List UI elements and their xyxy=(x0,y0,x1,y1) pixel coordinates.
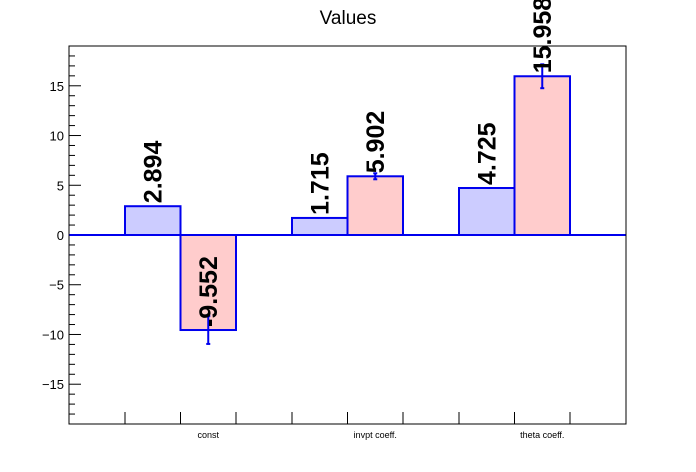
x-category-label: const xyxy=(197,430,219,440)
bar-2-2 xyxy=(346,175,404,237)
x-category-label: theta coeff. xyxy=(520,430,564,440)
bar-1-1 xyxy=(124,205,182,236)
data-label: 5.902 xyxy=(362,111,390,174)
y-tick-label: −15 xyxy=(42,377,64,392)
bar-1-2 xyxy=(291,216,349,236)
bar-1-3 xyxy=(458,186,516,237)
bar-2-3 xyxy=(513,75,571,237)
data-label: -9.552 xyxy=(195,256,223,327)
plot-frame xyxy=(68,45,627,425)
bar-2-1 xyxy=(179,234,237,332)
data-label: 1.715 xyxy=(307,152,335,215)
chart-title: Values xyxy=(320,8,377,29)
y-tick-label: 0 xyxy=(57,228,64,243)
data-label: 4.725 xyxy=(474,122,502,185)
y-tick-label: 10 xyxy=(50,129,64,144)
y-tick-label: 15 xyxy=(50,79,64,94)
data-label: 15.958 xyxy=(529,0,557,73)
y-tick-label: −5 xyxy=(49,278,64,293)
y-tick-label: −10 xyxy=(42,327,64,342)
data-label: 2.894 xyxy=(140,141,168,204)
x-category-label: invpt coeff. xyxy=(354,430,397,440)
y-tick-label: 5 xyxy=(57,178,64,193)
